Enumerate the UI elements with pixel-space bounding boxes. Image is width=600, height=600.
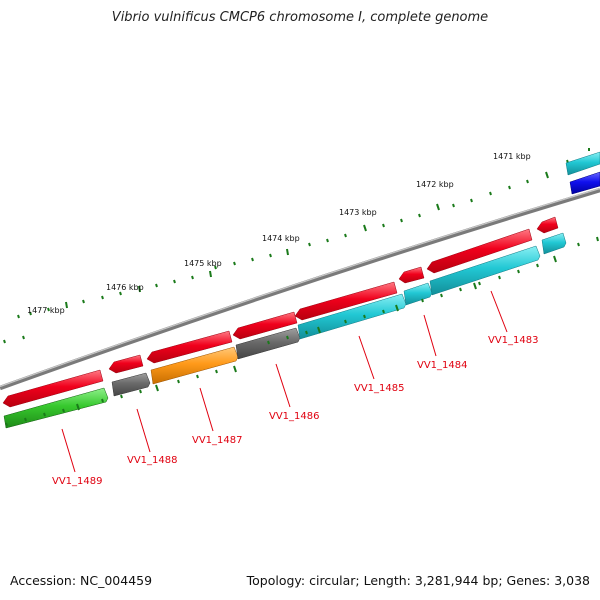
cds-reverse-1485-cyan <box>297 293 407 340</box>
gene-label-vv1-1485: VV1_1485 <box>354 383 405 394</box>
gene-label-vv1-1489: VV1_1489 <box>52 476 103 487</box>
outer-scale-ticks <box>3 148 590 344</box>
cds-reverse-1488-gray <box>111 372 151 397</box>
genome-summary-text: Topology: circular; Length: 3,281,944 bp… <box>246 573 590 588</box>
cds-reverse-1483-cyan <box>429 245 541 296</box>
cds-forward-1483 <box>426 228 533 274</box>
gene-label-vv1-1483: VV1_1483 <box>488 335 539 346</box>
cds-forward-1489 <box>2 369 104 408</box>
cds-forward-1487 <box>146 330 233 364</box>
cds-reverse-1484-cyan <box>403 282 433 306</box>
inner-scale-ticks <box>5 236 599 427</box>
cds-forward-1484 <box>398 266 425 284</box>
kbp-label-1472: 1472 kbp <box>416 180 454 189</box>
chromosome-backbone <box>0 187 600 391</box>
gene-label-vv1-1484: VV1_1484 <box>417 360 468 371</box>
kbp-label-1475: 1475 kbp <box>184 259 222 268</box>
gene-label-vv1-1486: VV1_1486 <box>269 411 320 422</box>
gene-label-vv1-1488: VV1_1488 <box>127 455 178 466</box>
cds-reverse-1489-green <box>3 387 109 429</box>
accession-text: Accession: NC_004459 <box>10 573 153 588</box>
cds-partial-blue-top <box>569 171 600 195</box>
cds-forward-1488 <box>108 354 144 374</box>
kbp-label-1476: 1476 kbp <box>106 283 144 292</box>
gene-label-vv1-1487: VV1_1487 <box>192 435 243 446</box>
genome-title: Vibrio vulnificus CMCP6 chromosome I, co… <box>111 10 489 25</box>
kbp-label-1471: 1471 kbp <box>493 152 531 161</box>
kbp-label-1474: 1474 kbp <box>262 234 300 243</box>
cds-reverse-partial-cyan <box>541 232 567 255</box>
kbp-label-1473: 1473 kbp <box>339 208 377 217</box>
kbp-label-1477: 1477 kbp <box>27 306 65 315</box>
cds-partial-cyan-top <box>565 151 600 176</box>
cds-forward-1485 <box>294 281 398 321</box>
cds-forward-1486 <box>232 311 298 340</box>
cds-reverse-1487-orange <box>150 346 239 385</box>
gene-label-leaders <box>61 290 508 473</box>
cds-forward-partial <box>536 216 559 234</box>
